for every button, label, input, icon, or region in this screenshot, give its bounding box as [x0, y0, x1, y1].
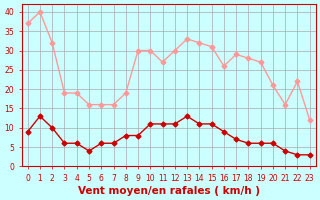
X-axis label: Vent moyen/en rafales ( km/h ): Vent moyen/en rafales ( km/h ) — [78, 186, 260, 196]
